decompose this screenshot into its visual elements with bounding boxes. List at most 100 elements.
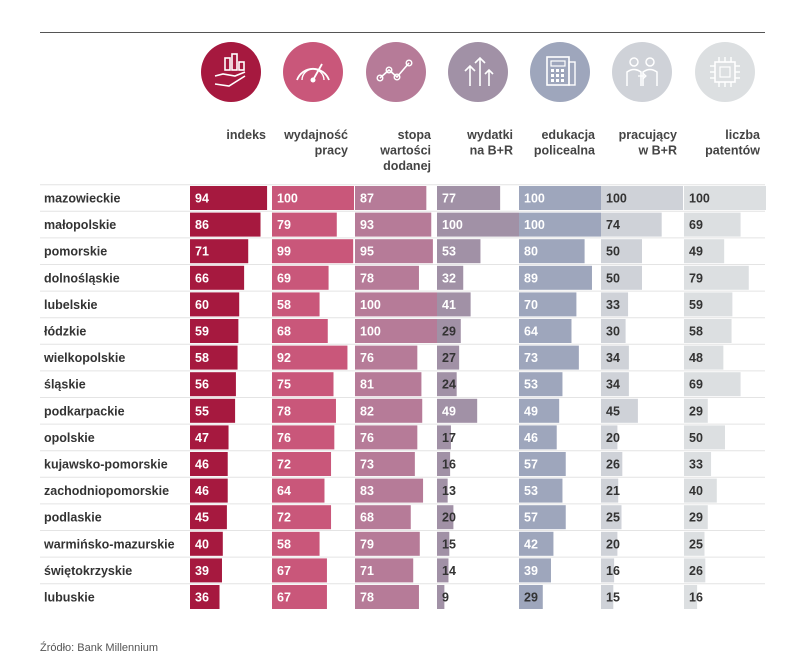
bar-patenty (684, 265, 749, 290)
bar-edukacja (519, 425, 557, 450)
column-header-edukacja: policealna (534, 144, 596, 158)
bar-patenty (684, 319, 732, 343)
bar-wydatki (437, 212, 519, 237)
value-label-patenty: 100 (689, 192, 710, 206)
bar-indeks (190, 292, 240, 317)
value-label-indeks: 86 (195, 218, 209, 232)
bar-indeks (190, 372, 236, 397)
bar-pracujacy (601, 558, 615, 583)
bar-stopa (355, 452, 415, 476)
value-label-wydatki: 9 (442, 591, 449, 605)
value-label-pracujacy: 34 (606, 351, 620, 365)
bar-wydatki (437, 585, 445, 609)
trend-line-icon (366, 42, 426, 102)
value-label-patenty: 58 (689, 325, 703, 339)
column-header-edukacja: edukacja (541, 128, 596, 142)
value-label-patenty: 40 (689, 484, 703, 498)
bar-edukacja (519, 478, 563, 503)
row-label: kujawsko-pomorskie (44, 458, 168, 472)
bar-stopa (355, 319, 437, 343)
bar-patenty (684, 239, 725, 264)
value-label-edukacja: 73 (524, 351, 538, 365)
value-label-stopa: 82 (360, 404, 374, 418)
bar-pracujacy (601, 292, 629, 317)
bar-wydatki (437, 425, 451, 450)
value-label-indeks: 94 (195, 192, 209, 206)
value-label-indeks: 66 (195, 271, 209, 285)
bar-indeks (190, 239, 249, 264)
bar-pracujacy (601, 505, 622, 530)
value-label-wydatki: 13 (442, 484, 456, 498)
value-label-patenty: 50 (689, 431, 703, 445)
regional-innovation-table: indeks wydajność pracy stopa wartościdodanej… (40, 42, 766, 609)
value-label-edukacja: 100 (524, 192, 545, 206)
value-label-wydatki: 77 (442, 192, 456, 206)
bar-wydajnosc (272, 212, 337, 237)
value-label-pracujacy: 15 (606, 591, 620, 605)
hand-chart-icon (201, 42, 261, 102)
value-label-wydatki: 41 (442, 298, 456, 312)
column-header-wydajnosc: pracy (315, 144, 348, 158)
bar-stopa (355, 558, 414, 583)
bar-edukacja (519, 319, 572, 343)
value-label-edukacja: 57 (524, 511, 538, 525)
value-label-patenty: 29 (689, 511, 703, 525)
people-icon (612, 42, 672, 102)
value-label-edukacja: 53 (524, 484, 538, 498)
bar-pracujacy (601, 239, 642, 264)
value-label-patenty: 69 (689, 378, 703, 392)
bar-patenty (684, 531, 705, 556)
bar-stopa (355, 398, 423, 423)
value-label-stopa: 81 (360, 378, 374, 392)
value-label-patenty: 79 (689, 271, 703, 285)
value-label-pracujacy: 45 (606, 404, 620, 418)
value-label-wydatki: 24 (442, 378, 456, 392)
value-label-wydajnosc: 92 (277, 351, 291, 365)
bar-pracujacy (601, 265, 642, 290)
bar-wydatki (437, 398, 478, 423)
bar-pracujacy (601, 345, 629, 370)
value-label-wydatki: 15 (442, 537, 456, 551)
bar-edukacja (519, 239, 585, 264)
bar-wydajnosc (272, 478, 325, 503)
value-label-pracujacy: 21 (606, 484, 620, 498)
value-label-edukacja: 64 (524, 325, 538, 339)
value-label-wydajnosc: 75 (277, 378, 291, 392)
value-label-wydajnosc: 58 (277, 298, 291, 312)
bar-stopa (355, 372, 422, 397)
bar-wydatki (437, 372, 457, 397)
bar-edukacja (519, 505, 566, 530)
bar-patenty (684, 398, 708, 423)
value-label-wydajnosc: 76 (277, 431, 291, 445)
bar-pracujacy (601, 186, 683, 210)
row-label: mazowieckie (44, 192, 120, 206)
value-label-indeks: 39 (195, 564, 209, 578)
bar-patenty (684, 425, 725, 450)
bar-pracujacy (601, 425, 618, 450)
value-label-indeks: 58 (195, 351, 209, 365)
value-label-pracujacy: 20 (606, 537, 620, 551)
row-label: zachodniopomorskie (44, 484, 169, 498)
value-label-stopa: 78 (360, 271, 374, 285)
bar-wydajnosc (272, 265, 329, 290)
column-header-wydatki: wydatki (466, 128, 513, 142)
bar-edukacja (519, 292, 577, 317)
bar-patenty (684, 452, 712, 476)
bar-stopa (355, 531, 420, 556)
column-header-wydatki: na B+R (470, 144, 513, 158)
bar-wydajnosc (272, 186, 354, 210)
bar-indeks (190, 452, 228, 476)
bar-wydatki (437, 531, 450, 556)
column-header-stopa: stopa (398, 128, 432, 142)
bar-stopa (355, 292, 437, 317)
row-label: opolskie (44, 431, 95, 445)
bar-indeks (190, 319, 239, 343)
value-label-pracujacy: 20 (606, 431, 620, 445)
bar-wydatki (437, 319, 461, 343)
row-label: lubelskie (44, 298, 98, 312)
bar-wydatki (437, 505, 454, 530)
bar-wydajnosc (272, 372, 334, 397)
column-header-stopa: dodanej (383, 159, 431, 173)
bar-patenty (684, 345, 724, 370)
bar-stopa (355, 585, 419, 609)
